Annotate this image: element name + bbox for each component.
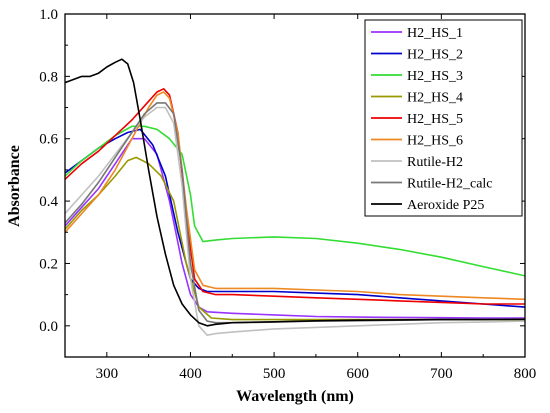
legend-label-9: Aeroxide P25 <box>407 198 484 213</box>
legend-label-2: H2_HS_2 <box>407 48 463 63</box>
x-tick-label: 600 <box>346 366 369 382</box>
x-tick-label: 800 <box>514 366 537 382</box>
y-tick-label: 0.8 <box>39 69 58 85</box>
x-tick-label: 300 <box>96 366 119 382</box>
y-tick-label: 0.6 <box>39 132 58 148</box>
series-line-3 <box>65 125 525 277</box>
x-tick-label: 400 <box>179 366 202 382</box>
x-axis-title: Wavelength (nm) <box>236 388 354 405</box>
y-tick-label: 0.0 <box>39 319 58 335</box>
legend-label-5: H2_HS_5 <box>407 112 463 127</box>
y-tick-label: 0.4 <box>39 194 58 210</box>
legend-label-8: Rutile-H2_calc <box>407 177 493 192</box>
y-tick-label: 0.2 <box>39 256 58 272</box>
series-line-6 <box>65 91 525 301</box>
x-tick-label: 500 <box>263 366 286 382</box>
y-axis-title: Absorbance <box>6 145 23 227</box>
series-line-7 <box>65 106 525 337</box>
axis-ticks: 300 400 500 600 700 800 0.0 0.2 0.4 0.6 0.8 1.0 <box>39 7 536 382</box>
plot-frame <box>64 13 526 358</box>
x-tick-label: 700 <box>430 366 453 382</box>
legend-label-3: H2_HS_3 <box>407 69 463 84</box>
series-layer <box>65 58 525 337</box>
legend-label-6: H2_HS_6 <box>407 134 463 149</box>
legend-label-4: H2_HS_4 <box>407 91 463 106</box>
series-line-5 <box>65 88 525 305</box>
y-tick-label: 1.0 <box>39 7 58 23</box>
legend-label-7: Rutile-H2 <box>407 155 463 170</box>
legend-label-1: H2_HS_1 <box>407 26 463 41</box>
legend: H2_HS_1 H2_HS_2 H2_HS_3 H2_HS_4 H2_HS_5 H2_HS… <box>364 19 523 217</box>
series-line-9 <box>65 58 525 327</box>
